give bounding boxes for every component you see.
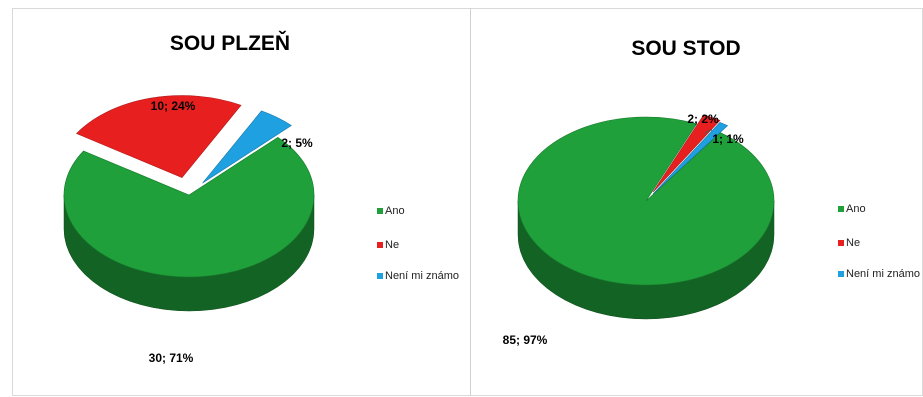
data-label-ne: 2; 2% (687, 112, 719, 126)
chart-title: SOU STOD (631, 37, 740, 60)
legend-swatch-ano (838, 206, 844, 212)
data-label-neni-mi-znamo: 2; 5% (281, 136, 313, 150)
pie-slice-ano (63, 136, 315, 278)
chart-panel-sou-stod: SOU STOD 85; 97% 2; 2% 1; 1% Ano Ne Není… (470, 8, 923, 396)
pie-slice-ne (76, 95, 242, 178)
legend-swatch-ne (377, 242, 383, 248)
legend-swatch-ano (377, 208, 383, 214)
legend-label-ne: Ne (385, 239, 399, 251)
data-label-ano: 85; 97% (503, 333, 548, 347)
data-label-ano: 30; 71% (149, 351, 194, 365)
legend-label-ano: Ano (846, 203, 866, 215)
legend-swatch-ne (838, 240, 844, 246)
legend-swatch-neni-mi-znamo (838, 271, 844, 277)
legend-label-ne: Ne (846, 237, 860, 249)
pie-slice-neni-mi-znamo (202, 110, 292, 184)
pie-chart-sou-stod: SOU STOD 85; 97% 2; 2% 1; 1% Ano Ne Není… (503, 37, 920, 347)
data-label-ne: 10; 24% (151, 99, 196, 113)
legend-label-neni-mi-znamo: Není mi známo (846, 268, 920, 280)
chart-title: SOU PLZEŇ (170, 31, 290, 55)
legend: Ano Ne Není mi známo (838, 203, 920, 280)
pie-slice-ano (517, 116, 775, 286)
pie-slice-ne (652, 114, 721, 193)
legend-swatch-neni-mi-znamo (377, 273, 383, 279)
legend-label-ano: Ano (385, 205, 405, 217)
chart-panel-sou-plzen: SOU PLZEŇ 30; 71% 10; 24% 2; 5% Ano Ne N… (12, 8, 471, 396)
pie-chart-sou-plzen: SOU PLZEŇ 30; 71% 10; 24% 2; 5% Ano Ne N… (63, 31, 459, 365)
legend: Ano Ne Není mi známo (377, 205, 459, 282)
legend-label-neni-mi-znamo: Není mi známo (385, 270, 459, 282)
data-label-neni-mi-znamo: 1; 1% (712, 132, 744, 146)
leader-line (704, 129, 713, 135)
pie-slice-neni-mi-znamo (652, 122, 729, 195)
